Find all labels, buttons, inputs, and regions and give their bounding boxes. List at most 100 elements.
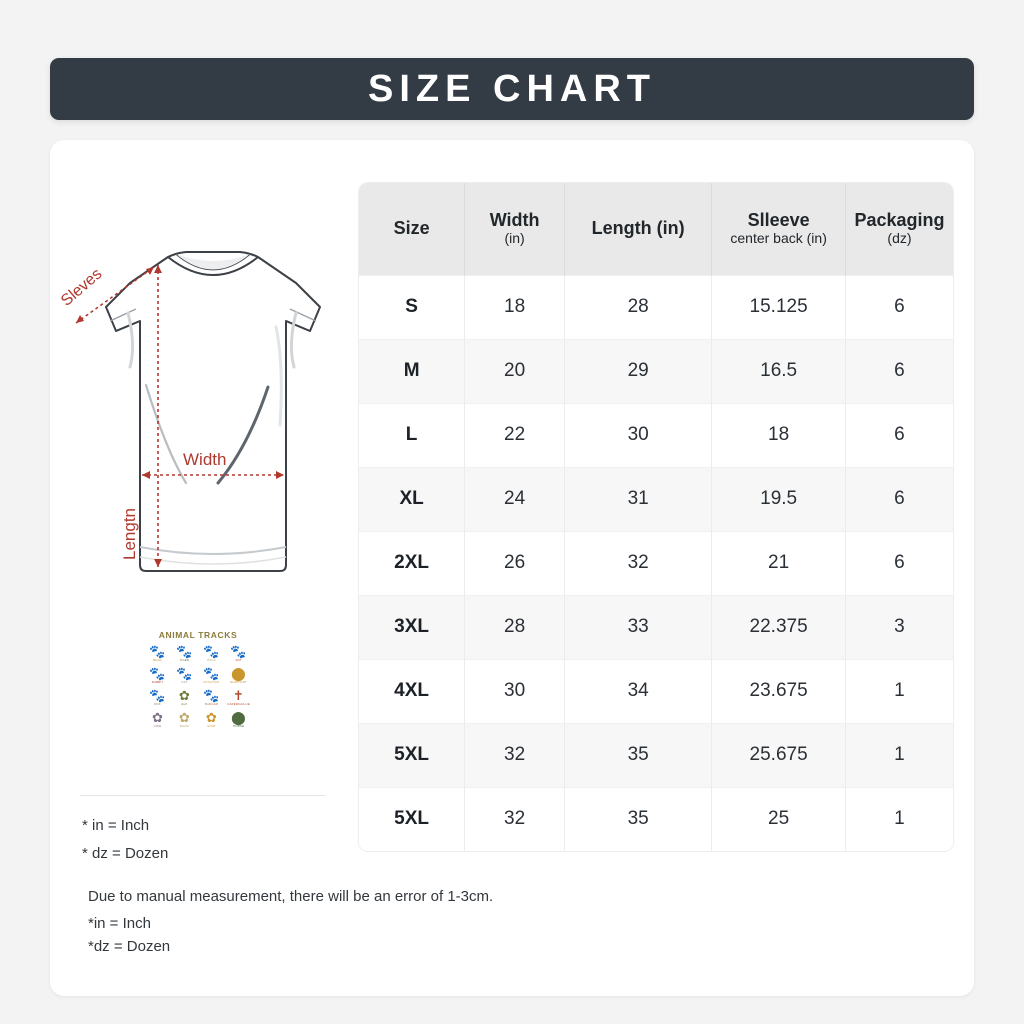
cell-width: 26 xyxy=(464,530,565,595)
cow-track-icon: ✿ xyxy=(152,710,163,725)
track-item: 🐾 WOLF xyxy=(199,645,224,663)
track-caption: ELEPHANT xyxy=(230,680,247,684)
track-caption: RACCOON xyxy=(203,680,220,684)
cell-length: 28 xyxy=(564,274,713,339)
track-caption: BADGER xyxy=(204,702,218,706)
track-caption: FOX xyxy=(154,702,161,706)
bear-track-icon: 🐾 xyxy=(149,644,166,659)
cell-sleeve: 23.675 xyxy=(711,658,846,723)
cell-sleeve: 25.675 xyxy=(711,722,846,787)
track-caption: HORSE xyxy=(232,724,244,728)
page-title: SIZE CHART xyxy=(368,67,656,110)
note-dozen-top: * dz = Dozen xyxy=(82,845,169,862)
goat-track-icon: ✿ xyxy=(205,710,217,725)
track-item: ✿ ELK xyxy=(172,689,197,707)
cell-width: 28 xyxy=(464,594,565,659)
table-row: 5XL 32 35 25 1 xyxy=(359,786,953,851)
track-item: ✿ GOAT xyxy=(199,711,224,729)
track-item: 🐾 TIGER xyxy=(172,645,197,663)
note-inch-bottom: *in = Inch xyxy=(88,915,151,932)
cell-sleeve: 18 xyxy=(711,402,846,467)
table-row: M 20 29 16.5 6 xyxy=(359,338,953,403)
track-item: 🐾 RACCOON xyxy=(199,667,224,685)
cell-length: 33 xyxy=(564,594,713,659)
cell-size: L xyxy=(359,402,466,467)
size-table-body: S 18 28 15.125 6 M 20 29 16.5 6 L xyxy=(359,274,953,851)
cell-size: S xyxy=(359,274,466,339)
table-row: 5XL 32 35 25.675 1 xyxy=(359,722,953,787)
diagram-label-length: Lengtn xyxy=(120,508,139,560)
illustration-column: Width Lengtn Sleves ANIMAL TRACKS 🐾 BEAR … xyxy=(50,140,493,996)
column-header-size: Size xyxy=(359,183,466,275)
cell-size: M xyxy=(359,338,466,403)
column-header-width: Width (in) xyxy=(464,183,565,275)
track-caption: COW xyxy=(153,724,162,728)
tiger-track-icon: 🐾 xyxy=(176,644,193,659)
track-item: 🐾 RABBIT xyxy=(145,667,170,685)
cell-sleeve: 16.5 xyxy=(711,338,846,403)
table-row: 4XL 30 34 23.675 1 xyxy=(359,658,953,723)
size-chart-banner: SIZE CHART xyxy=(50,58,974,120)
cell-sleeve: 15.125 xyxy=(711,274,846,339)
track-item: 🐾 BEAR xyxy=(145,645,170,663)
note-inch-top: * in = Inch xyxy=(82,817,150,834)
boar-track-icon: ✿ xyxy=(178,710,190,725)
cell-packaging: 6 xyxy=(845,338,953,403)
cell-length: 35 xyxy=(564,786,713,851)
track-item: 🐾 RAT xyxy=(226,645,251,663)
cell-width: 20 xyxy=(464,338,565,403)
cell-packaging: 1 xyxy=(845,786,953,851)
cell-width: 30 xyxy=(464,658,565,723)
rat-track-icon: 🐾 xyxy=(230,644,247,659)
table-row: 3XL 28 33 22.375 3 xyxy=(359,594,953,659)
cell-width: 18 xyxy=(464,274,565,339)
track-item: ✝ CAPERCAILLIE xyxy=(226,689,251,707)
elk-track-icon: ✿ xyxy=(178,688,190,703)
cell-packaging: 6 xyxy=(845,466,953,531)
track-caption: RABBIT xyxy=(151,680,164,684)
cell-packaging: 3 xyxy=(845,594,953,659)
capercaillie-track-icon: ✝ xyxy=(232,688,244,703)
cat-track-icon: 🐾 xyxy=(176,666,193,681)
table-header-row: Size Width (in) Length (in) Slleeve cent… xyxy=(359,183,953,275)
fox-track-icon: 🐾 xyxy=(149,688,166,703)
track-item: 🐾 FOX xyxy=(145,689,170,707)
cell-width: 32 xyxy=(464,786,565,851)
cell-length: 29 xyxy=(564,338,713,403)
cell-size: 2XL xyxy=(359,530,466,595)
table-row: XL 24 31 19.5 6 xyxy=(359,466,953,531)
track-caption: CAT xyxy=(181,680,188,684)
track-caption: CAPERCAILLIE xyxy=(226,702,250,706)
track-caption: TIGER xyxy=(179,658,190,662)
track-item: 🐾 BADGER xyxy=(199,689,224,707)
cell-sleeve: 22.375 xyxy=(711,594,846,659)
size-table-head: Size Width (in) Length (in) Slleeve cent… xyxy=(359,183,953,275)
track-caption: GOAT xyxy=(206,724,216,728)
cell-sleeve: 25 xyxy=(711,786,846,851)
size-table: Size Width (in) Length (in) Slleeve cent… xyxy=(359,183,953,851)
column-header-packaging: Packaging (dz) xyxy=(845,183,953,275)
note-dozen-bottom: *dz = Dozen xyxy=(88,938,171,955)
badger-track-icon: 🐾 xyxy=(203,688,220,703)
animal-tracks-graphic: ANIMAL TRACKS 🐾 BEAR 🐾 TIGER 🐾 WOLF 🐾 RAT 🐾 R… xyxy=(145,630,251,729)
cell-width: 32 xyxy=(464,722,565,787)
cell-size: 3XL xyxy=(359,594,466,659)
track-item: ⬤ HORSE xyxy=(226,711,251,729)
track-item: ⬤ ELEPHANT xyxy=(226,667,251,685)
cell-packaging: 6 xyxy=(845,402,953,467)
notes-bottom: Due to manual measurement, there will be… xyxy=(88,888,688,961)
cell-length: 30 xyxy=(564,402,713,467)
cell-width: 22 xyxy=(464,402,565,467)
track-caption: RAT xyxy=(235,658,242,662)
animal-tracks-grid: 🐾 BEAR 🐾 TIGER 🐾 WOLF 🐾 RAT 🐾 RABBIT 🐾 CAT 🐾 RA… xyxy=(145,645,251,729)
cell-length: 35 xyxy=(564,722,713,787)
column-header-sleeve: Slleeve center back (in) xyxy=(711,183,846,275)
cell-sleeve: 21 xyxy=(711,530,846,595)
cell-packaging: 1 xyxy=(845,722,953,787)
table-row: S 18 28 15.125 6 xyxy=(359,274,953,339)
cell-packaging: 6 xyxy=(845,530,953,595)
cell-length: 31 xyxy=(564,466,713,531)
cell-packaging: 6 xyxy=(845,274,953,339)
cell-size: 5XL xyxy=(359,786,466,851)
